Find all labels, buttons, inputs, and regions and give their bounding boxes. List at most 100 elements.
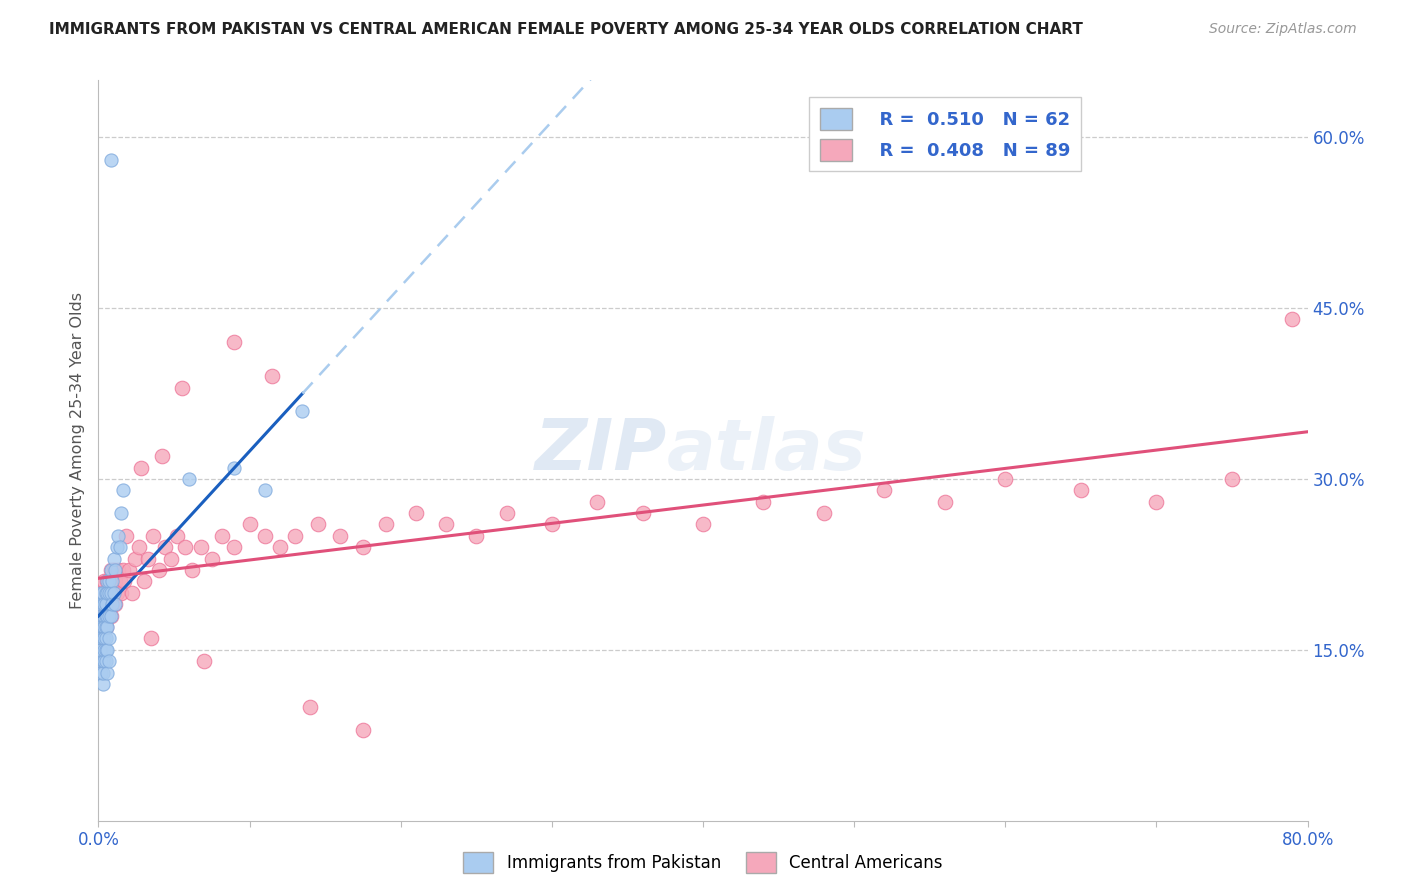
Point	[752, 494, 775, 508]
Point	[94, 642, 117, 657]
Point	[692, 517, 714, 532]
Point	[173, 541, 195, 555]
Point	[284, 529, 307, 543]
Point	[91, 597, 114, 611]
Point	[1281, 312, 1303, 326]
Point	[89, 642, 111, 657]
Point	[101, 597, 124, 611]
Point	[150, 449, 173, 463]
Point	[934, 494, 956, 508]
Point	[1144, 494, 1167, 508]
Point	[98, 654, 121, 668]
Point	[111, 483, 134, 498]
Point	[98, 574, 121, 589]
Point	[90, 620, 112, 634]
Point	[495, 506, 517, 520]
Point	[96, 586, 118, 600]
Point	[96, 620, 118, 634]
Point	[91, 608, 114, 623]
Text: Source: ZipAtlas.com: Source: ZipAtlas.com	[1209, 22, 1357, 37]
Point	[91, 620, 114, 634]
Point	[96, 608, 118, 623]
Point	[201, 551, 224, 566]
Text: IMMIGRANTS FROM PAKISTAN VS CENTRAL AMERICAN FEMALE POVERTY AMONG 25-34 YEAR OLD: IMMIGRANTS FROM PAKISTAN VS CENTRAL AMER…	[49, 22, 1083, 37]
Point	[434, 517, 457, 532]
Point	[98, 608, 121, 623]
Point	[93, 632, 115, 646]
Point	[105, 541, 128, 555]
Point	[262, 369, 284, 384]
Point	[94, 597, 117, 611]
Point	[104, 597, 127, 611]
Point	[100, 563, 122, 577]
Point	[89, 632, 111, 646]
Point	[96, 597, 118, 611]
Point	[103, 586, 125, 600]
Point	[90, 597, 112, 611]
Point	[114, 529, 136, 543]
Point	[148, 563, 170, 577]
Point	[132, 574, 155, 589]
Point	[111, 563, 134, 577]
Point	[91, 632, 114, 646]
Point	[121, 586, 143, 600]
Point	[91, 586, 114, 600]
Point	[89, 597, 111, 611]
Point	[540, 517, 562, 532]
Point	[103, 551, 125, 566]
Point	[91, 677, 114, 691]
Point	[96, 586, 118, 600]
Point	[224, 541, 246, 555]
Point	[94, 632, 117, 646]
Point	[239, 517, 262, 532]
Point	[107, 563, 129, 577]
Point	[90, 632, 112, 646]
Point	[104, 574, 127, 589]
Point	[89, 597, 111, 611]
Point	[96, 608, 118, 623]
Point	[190, 541, 212, 555]
Point	[352, 541, 374, 555]
Point	[90, 654, 112, 668]
Point	[100, 608, 122, 623]
Point	[136, 551, 159, 566]
Point	[110, 586, 132, 600]
Text: atlas: atlas	[666, 416, 866, 485]
Point	[90, 586, 112, 600]
Point	[94, 620, 117, 634]
Point	[224, 335, 246, 350]
Point	[269, 541, 291, 555]
Point	[124, 551, 146, 566]
Point	[91, 608, 114, 623]
Point	[101, 597, 124, 611]
Point	[100, 608, 122, 623]
Point	[873, 483, 896, 498]
Point	[253, 483, 276, 498]
Point	[141, 632, 163, 646]
Point	[96, 574, 118, 589]
Point	[93, 574, 115, 589]
Point	[93, 597, 115, 611]
Point	[110, 506, 132, 520]
Legend:   R =  0.510   N = 62,   R =  0.408   N = 89: R = 0.510 N = 62, R = 0.408 N = 89	[808, 96, 1081, 171]
Point	[94, 608, 117, 623]
Point	[291, 403, 314, 417]
Point	[465, 529, 488, 543]
Point	[90, 620, 112, 634]
Point	[96, 642, 118, 657]
Point	[93, 654, 115, 668]
Point	[90, 665, 112, 680]
Point	[93, 620, 115, 634]
Point	[94, 654, 117, 668]
Point	[93, 597, 115, 611]
Point	[1070, 483, 1092, 498]
Point	[90, 642, 112, 657]
Point	[994, 472, 1017, 486]
Point	[98, 586, 121, 600]
Point	[94, 597, 117, 611]
Point	[98, 586, 121, 600]
Point	[98, 597, 121, 611]
Point	[104, 597, 127, 611]
Point	[224, 460, 246, 475]
Point	[103, 586, 125, 600]
